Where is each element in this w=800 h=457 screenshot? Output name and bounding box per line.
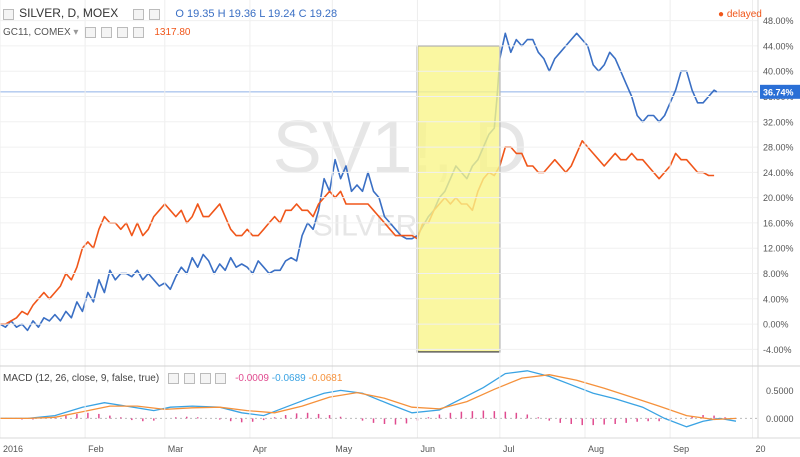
y-tick-label: 0.00%	[763, 320, 789, 330]
y-tick-label: 16.00%	[763, 218, 794, 228]
minus-square-icon[interactable]	[3, 8, 14, 20]
x-tick-label: Aug	[588, 444, 604, 454]
main-legend: SILVER, D, MOEX O 19.35 H 19.36 L 19.24 …	[3, 6, 337, 21]
ohlc-readout: O 19.35 H 19.36 L 19.24 C 19.28	[175, 8, 338, 20]
highlight-rectangle	[416, 45, 501, 353]
y-tick-label: 4.00%	[763, 294, 789, 304]
chevron-down-icon[interactable]: ▾	[73, 27, 79, 38]
delayed-indicator: ● delayed	[718, 8, 762, 22]
compare-legend: GC11, COMEX ▾ 1317.80	[3, 26, 190, 40]
gear-icon[interactable]	[100, 26, 112, 38]
x-tick-label: Mar	[168, 444, 184, 454]
y-tick-label: 48.00%	[763, 16, 794, 26]
macd-y-tick-label: 0.0000	[766, 414, 794, 424]
x-tick-label: 2016	[3, 444, 23, 454]
y-tick-label: 44.00%	[763, 41, 794, 51]
last-value-label: 36.74%	[763, 87, 794, 97]
y-tick-label: -4.00%	[763, 345, 792, 355]
move-icon[interactable]	[116, 26, 128, 38]
move-icon[interactable]	[199, 372, 211, 384]
eye-icon[interactable]	[167, 372, 179, 384]
macd-title[interactable]: MACD (12, 26, close, 9, false, true)	[3, 373, 160, 384]
symbol-label[interactable]: SILVER, D, MOEX	[19, 6, 119, 20]
gear-icon[interactable]	[133, 8, 145, 20]
compare-symbol[interactable]: GC11, COMEX	[3, 27, 71, 38]
y-tick-label: 20.00%	[763, 193, 794, 203]
macd-signal-value: -0.0681	[308, 373, 343, 384]
dot-icon: ●	[718, 9, 725, 20]
watermark-name: SILVER	[313, 210, 418, 243]
macd-y-tick-label: 0.5000	[766, 386, 794, 396]
gear-icon[interactable]	[183, 372, 195, 384]
delayed-label: delayed	[726, 9, 762, 20]
macd-line-value: -0.0689	[271, 373, 306, 384]
close-icon[interactable]	[215, 372, 227, 384]
macd-hist-value: -0.0009	[235, 373, 269, 384]
macd-line-signal	[0, 374, 737, 421]
close-icon[interactable]	[132, 26, 144, 38]
y-tick-label: 24.00%	[763, 168, 794, 178]
x-tick-label: Feb	[88, 444, 104, 454]
x-tick-label: Jul	[503, 444, 515, 454]
x-tick-label: May	[335, 444, 353, 454]
x-tick-label: Apr	[253, 444, 267, 454]
macd-legend: MACD (12, 26, close, 9, false, true) -0.…	[3, 372, 342, 386]
y-tick-label: 40.00%	[763, 67, 794, 77]
y-tick-label: 8.00%	[763, 269, 789, 279]
last-value-badge	[760, 84, 800, 99]
series-line-gc11	[0, 140, 715, 325]
macd-pane[interactable]	[0, 370, 758, 428]
x-tick-label: Sep	[673, 444, 689, 454]
eye-icon[interactable]	[85, 26, 97, 38]
macd-line-macd	[0, 370, 737, 428]
x-tick-label: 20	[756, 444, 766, 454]
y-tick-label: 12.00%	[763, 244, 794, 254]
close-icon[interactable]	[149, 8, 161, 20]
y-tick-label: 28.00%	[763, 143, 794, 153]
y-tick-label: 32.00%	[763, 117, 794, 127]
x-tick-label: Jun	[420, 444, 435, 454]
compare-value: 1317.80	[154, 27, 191, 38]
